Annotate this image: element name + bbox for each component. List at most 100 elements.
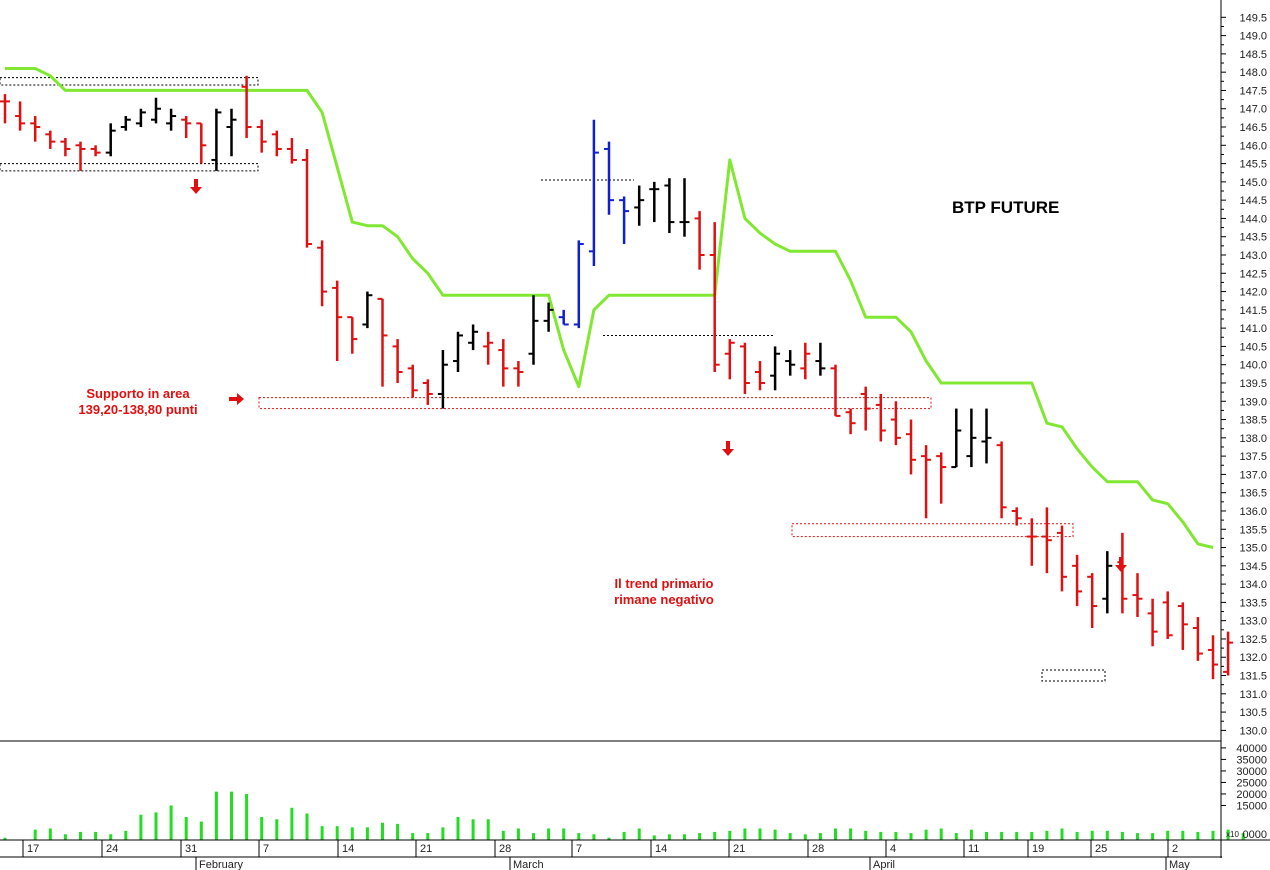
ohlc-bar — [211, 108, 222, 171]
support-box-april — [791, 523, 1074, 538]
ohlc-bar — [528, 295, 539, 365]
ohlc-bar — [105, 123, 116, 157]
ohlc-bar — [256, 119, 267, 153]
ohlc-bar — [981, 408, 992, 464]
trend-annotation-line2: rimane negativo — [614, 592, 714, 607]
price-tick-label: 131.5 — [1239, 671, 1267, 683]
ohlc-bar — [453, 331, 463, 373]
ohlc-bar — [362, 291, 373, 329]
price-tick-label: 131.0 — [1239, 689, 1267, 701]
price-tick-label: 147.5 — [1239, 85, 1267, 97]
stop-line — [5, 67, 1214, 549]
ohlc-bar — [1192, 617, 1203, 661]
price-tick-label: 149.0 — [1239, 31, 1267, 43]
volume-tick-label: 0000 — [1243, 829, 1267, 841]
ohlc-bar — [181, 116, 192, 138]
ohlc-bar — [604, 141, 614, 215]
month-label: March — [513, 859, 544, 870]
price-tick-label: 145.5 — [1239, 159, 1267, 171]
price-tick-label: 143.5 — [1239, 232, 1267, 244]
volume-tick-label: 30000 — [1236, 766, 1267, 778]
ohlc-bar — [407, 364, 418, 398]
ohlc-bar — [90, 145, 101, 157]
volume-tick-label: 15000 — [1236, 800, 1267, 812]
volume-tick-label: 35000 — [1236, 754, 1267, 766]
price-bars-layer — [0, 75, 1234, 680]
price-tick-label: 137.5 — [1239, 451, 1267, 463]
ohlc-bar — [1072, 554, 1083, 607]
ohlc-bar — [558, 309, 569, 326]
ohlc-bar — [196, 122, 207, 164]
ohlc-bar — [694, 211, 705, 270]
support-annotation-line1: Supporto in area — [86, 386, 190, 401]
ohlc-bar — [664, 178, 675, 234]
ohlc-bar — [302, 148, 312, 248]
price-tick-label: 134.0 — [1239, 579, 1267, 591]
ohlc-bar — [845, 408, 856, 435]
date-tick-label: 14 — [342, 843, 354, 855]
price-tick-label: 132.5 — [1239, 634, 1267, 646]
price-tick-label: 144.0 — [1239, 213, 1267, 225]
price-tick-label: 143.0 — [1239, 250, 1267, 262]
price-tick-label: 147.0 — [1239, 104, 1267, 116]
ohlc-bar — [1011, 507, 1022, 526]
ohlc-bar — [1147, 598, 1158, 647]
price-tick-label: 140.5 — [1239, 341, 1267, 353]
month-label: April — [873, 859, 895, 870]
ohlc-bar — [75, 141, 86, 171]
ohlc-bar — [1102, 551, 1113, 614]
ohlc-bar — [921, 445, 932, 519]
ohlc-bar — [347, 316, 358, 354]
price-tick-label: 135.5 — [1239, 524, 1267, 536]
stop-line-layer — [5, 67, 1214, 549]
price-tick-label: 148.5 — [1239, 49, 1267, 61]
volume-scale-label: x10 — [1226, 830, 1239, 839]
ohlc-bar — [513, 361, 524, 387]
price-tick-label: 140.0 — [1239, 360, 1267, 372]
ohlc-bar — [951, 408, 962, 469]
ohlc-bar — [1223, 631, 1234, 676]
month-label: May — [1169, 859, 1190, 870]
ohlc-bar — [317, 240, 328, 307]
support-box-jan — [0, 163, 259, 172]
ohlc-bar — [241, 75, 252, 138]
month-label: February — [199, 859, 244, 870]
date-tick-label: 21 — [420, 843, 432, 855]
price-tick-label: 141.0 — [1239, 323, 1267, 335]
down-arrow-icon — [1115, 557, 1127, 572]
date-tick-label: 31 — [185, 843, 197, 855]
ohlc-bar — [1177, 602, 1188, 650]
ohlc-bar — [724, 339, 735, 380]
date-tick-label: 17 — [27, 843, 39, 855]
chart-title: BTP FUTURE — [952, 198, 1059, 217]
ohlc-bar — [543, 302, 554, 332]
price-tick-label: 149.5 — [1239, 12, 1267, 24]
price-tick-label: 136.5 — [1239, 488, 1267, 500]
price-tick-label: 139.0 — [1239, 396, 1267, 408]
ohlc-bar — [498, 339, 509, 387]
volume-tick-label: 40000 — [1236, 743, 1267, 755]
price-tick-label: 142.0 — [1239, 287, 1267, 299]
price-tick-label: 145.0 — [1239, 177, 1267, 189]
date-tick-label: 11 — [968, 843, 979, 855]
ohlc-bar — [785, 350, 796, 376]
low-box-april — [1041, 669, 1106, 682]
date-tick-label: 19 — [1032, 843, 1044, 855]
ohlc-bar — [679, 178, 690, 237]
support-annotation-line2: 139,20-138,80 punti — [78, 402, 197, 417]
ohlc-bar — [770, 346, 781, 391]
ohlc-bar — [468, 324, 479, 351]
ohlc-bar — [634, 185, 645, 226]
ohlc-bar — [573, 240, 584, 329]
ohlc-bar — [226, 108, 237, 157]
ohlc-bar — [709, 222, 720, 373]
price-tick-label: 139.5 — [1239, 378, 1267, 390]
price-tick-label: 141.5 — [1239, 305, 1267, 317]
ohlc-bar — [135, 108, 146, 128]
ohlc-bar — [422, 379, 433, 405]
ohlc-bar — [151, 97, 161, 124]
price-tick-label: 146.0 — [1239, 140, 1267, 152]
ohlc-bar — [966, 408, 977, 468]
price-tick-label: 138.0 — [1239, 433, 1267, 445]
